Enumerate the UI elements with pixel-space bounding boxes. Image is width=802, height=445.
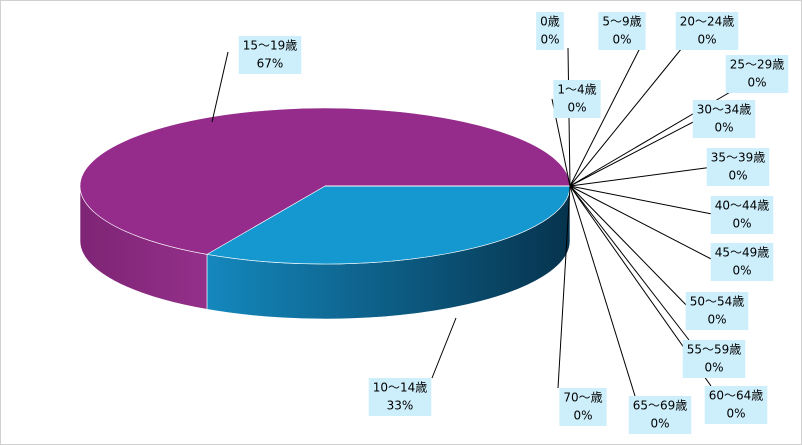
- label-box: [675, 12, 739, 50]
- leader-line: [569, 185, 718, 216]
- value-label: 0%: [704, 361, 723, 375]
- label-box: [238, 36, 302, 74]
- value-label: 0%: [540, 33, 559, 47]
- label-box: [692, 100, 756, 138]
- category-label: 70～歳: [563, 391, 602, 405]
- category-label: 1～4歳: [557, 83, 596, 97]
- leader-line: [569, 185, 690, 341]
- value-label: 0%: [567, 101, 586, 115]
- label-box: [536, 12, 564, 50]
- value-label: 0%: [747, 76, 766, 90]
- category-label: 15～19歳: [243, 39, 298, 53]
- category-label: 30～34歳: [697, 103, 752, 117]
- category-label: 10～14歳: [373, 381, 428, 395]
- value-label: 0%: [612, 33, 631, 47]
- category-label: 5～9歳: [602, 15, 641, 29]
- label-box: [706, 148, 770, 186]
- leader-line: [569, 185, 636, 397]
- category-label: 35～39歳: [711, 151, 766, 165]
- category-label: 60～64歳: [709, 389, 764, 403]
- leader-line: [569, 185, 693, 312]
- leader-line: [569, 47, 683, 187]
- label-box: [598, 12, 646, 50]
- category-label: 65～69歳: [633, 399, 688, 413]
- category-label: 20～24歳: [680, 15, 735, 29]
- category-label: 50～54歳: [690, 295, 745, 309]
- leader-line: [569, 185, 718, 263]
- leader-line: [569, 166, 714, 187]
- category-label: 45～49歳: [715, 246, 770, 260]
- label-box: [682, 340, 746, 378]
- category-label: 0歳: [540, 15, 560, 29]
- value-label: 0%: [732, 264, 751, 278]
- label-box: [704, 386, 768, 424]
- leader-line: [569, 47, 641, 187]
- value-label: 0%: [726, 407, 745, 421]
- value-label: 0%: [732, 217, 751, 231]
- label-box: [559, 388, 607, 426]
- value-label: 0%: [650, 417, 669, 431]
- value-label: 67%: [257, 57, 284, 71]
- label-box: [628, 396, 692, 434]
- leader-line: [211, 51, 229, 123]
- label-box: [368, 378, 432, 416]
- category-label: 25～29歳: [730, 58, 785, 72]
- value-label: 0%: [707, 313, 726, 327]
- leader-line: [569, 118, 700, 187]
- leader-line: [557, 185, 571, 389]
- leader-line: [431, 317, 457, 379]
- value-label: 0%: [573, 409, 592, 423]
- label-box: [710, 196, 774, 234]
- value-label: 33%: [387, 399, 414, 413]
- pie-slice: [206, 185, 571, 265]
- label-box: [725, 55, 789, 93]
- value-label: 0%: [697, 33, 716, 47]
- label-box: [553, 80, 601, 118]
- label-box: [710, 243, 774, 281]
- pie-slice: [79, 107, 571, 255]
- category-label: 40～44歳: [715, 199, 770, 213]
- category-label: 55～59歳: [687, 343, 742, 357]
- value-label: 0%: [714, 121, 733, 135]
- label-box: [685, 292, 749, 330]
- value-label: 0%: [728, 169, 747, 183]
